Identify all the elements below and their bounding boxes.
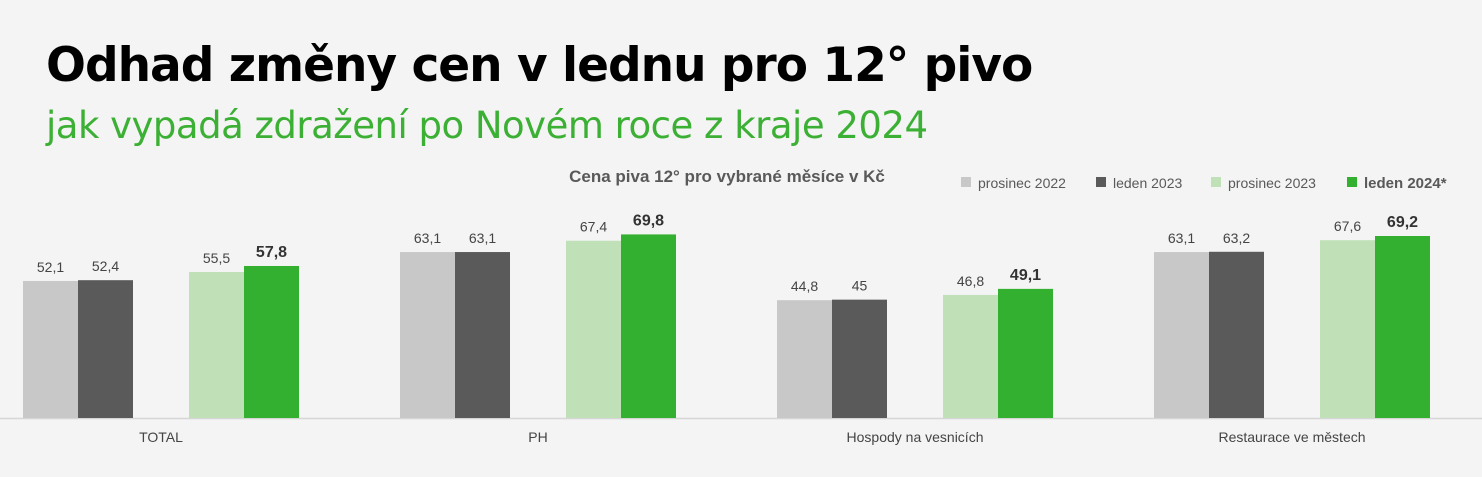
- category-label: Restaurace ve městech: [1218, 429, 1365, 445]
- bar-0-3: [1154, 252, 1209, 418]
- data-label: 52,1: [37, 259, 64, 275]
- data-label: 44,8: [791, 278, 818, 294]
- bar-1-1: [455, 252, 510, 418]
- legend-swatch: [1096, 177, 1106, 187]
- category-label: TOTAL: [139, 429, 183, 445]
- bar-0-1: [400, 252, 455, 418]
- data-label: 63,1: [469, 230, 496, 246]
- data-label: 46,8: [957, 273, 984, 289]
- legend-label: prosinec 2023: [1228, 175, 1316, 191]
- bar-2-2: [943, 294, 998, 418]
- bar-2-1: [566, 240, 621, 418]
- chart-title: Cena piva 12° pro vybrané měsíce v Kč: [569, 167, 885, 186]
- data-label: 52,4: [92, 258, 119, 274]
- legend-swatch: [961, 177, 971, 187]
- data-label: 63,1: [1168, 230, 1195, 246]
- bar-2-0: [189, 272, 244, 418]
- legend-label: prosinec 2022: [978, 175, 1066, 191]
- data-label: 63,1: [414, 230, 441, 246]
- legend: prosinec 2022 leden 2023 prosinec 2023 lede…: [961, 175, 1447, 192]
- data-label: 69,8: [633, 212, 664, 229]
- category-label: PH: [528, 429, 547, 445]
- data-label: 55,5: [203, 250, 230, 266]
- bar-1-3: [1209, 251, 1264, 418]
- data-label: 67,6: [1334, 218, 1361, 234]
- bar-2-3: [1320, 240, 1375, 418]
- bar-3-2: [998, 288, 1053, 418]
- bar-3-0: [244, 265, 299, 418]
- bar-1-0: [78, 280, 133, 418]
- data-label: 49,1: [1010, 267, 1041, 284]
- bars: 52,1 52,4 55,5 57,8 TOTAL 63,1 63,1 67,4 69,8 PH 4…: [23, 212, 1430, 445]
- bar-3-1: [621, 234, 676, 418]
- legend-swatch: [1347, 177, 1357, 187]
- data-label: 63,2: [1223, 230, 1250, 246]
- data-label: 57,8: [256, 244, 287, 261]
- legend-swatch: [1211, 177, 1221, 187]
- data-label: 45: [852, 278, 868, 294]
- bar-1-2: [832, 299, 887, 418]
- legend-label: leden 2023: [1113, 175, 1183, 191]
- data-label: 67,4: [580, 219, 607, 235]
- legend-label: leden 2024*: [1364, 175, 1447, 192]
- bar-3-3: [1375, 236, 1430, 418]
- bar-0-0: [23, 280, 78, 418]
- data-label: 69,2: [1387, 214, 1418, 231]
- bar-0-2: [777, 300, 832, 418]
- category-label: Hospody na vesnicích: [847, 429, 984, 445]
- page-title: Odhad změny cen v lednu pro 12° pivo: [46, 38, 1033, 93]
- page-subtitle: jak vypadá zdražení po Novém roce z kraj…: [46, 104, 928, 147]
